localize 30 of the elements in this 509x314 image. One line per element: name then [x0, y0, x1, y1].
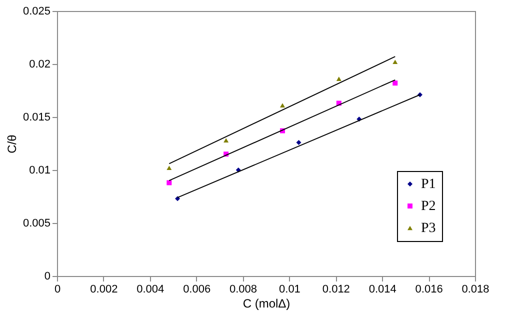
x-tick-label: 0.01 [279, 284, 300, 296]
point [224, 138, 229, 142]
legend-label: P1 [421, 177, 436, 192]
y-axis-title: C/θ [4, 134, 19, 154]
x-tick-label: 0.008 [230, 284, 258, 296]
x-tick-label: 0.014 [368, 284, 396, 296]
x-tick-label: 0.002 [90, 284, 118, 296]
point [296, 140, 302, 145]
x-tick-label: 0 [54, 284, 61, 296]
point [392, 60, 398, 64]
x-axis-title: C (molΔ) [242, 296, 290, 310]
y-tick-label: 0.005 [22, 218, 50, 230]
y-tick-label: 0.01 [29, 164, 50, 176]
y-tick-label: 0.015 [22, 112, 50, 124]
x-tick-label: 0.006 [183, 284, 211, 296]
point [392, 80, 398, 86]
point [336, 76, 342, 82]
point [175, 196, 180, 202]
legend-label: P2 [421, 199, 436, 214]
x-tick-label: 0.004 [136, 284, 164, 296]
y-tick-label: 0.02 [29, 58, 50, 70]
legend-label: P3 [421, 221, 436, 236]
x-tick-label: 0.018 [462, 284, 490, 296]
point [166, 166, 172, 170]
x-tick-label: 0.012 [322, 284, 350, 296]
y-tick-label: 0 [44, 270, 50, 282]
y-tick-label: 0.025 [22, 6, 50, 18]
x-tick-label: 0.016 [415, 284, 443, 296]
point [166, 180, 172, 186]
point [280, 103, 285, 108]
